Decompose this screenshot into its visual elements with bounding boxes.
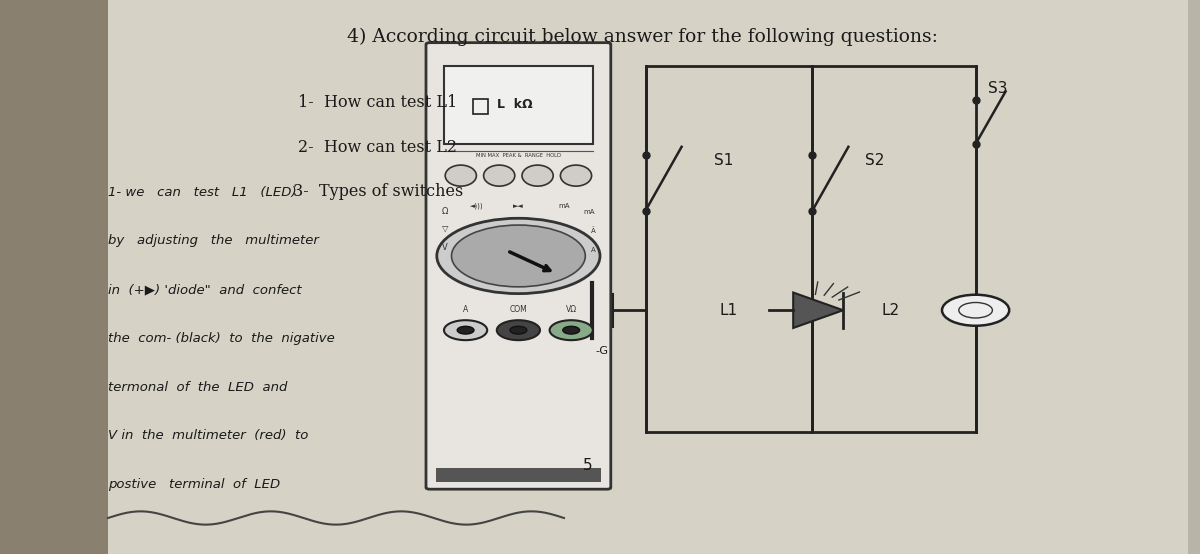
Circle shape — [563, 326, 580, 334]
Circle shape — [942, 295, 1009, 326]
Text: 2-  How can test L2: 2- How can test L2 — [299, 138, 457, 156]
Text: V in  the  multimeter  (red)  to: V in the multimeter (red) to — [108, 429, 308, 442]
Text: in  (+▶) 'diode"  and  confect: in (+▶) 'diode" and confect — [108, 283, 301, 296]
Text: S2: S2 — [865, 153, 884, 168]
Bar — [436, 468, 601, 482]
Text: S1: S1 — [714, 153, 733, 168]
Text: 1-  How can test L1: 1- How can test L1 — [299, 94, 457, 111]
FancyBboxPatch shape — [426, 43, 611, 489]
Circle shape — [451, 225, 586, 287]
Text: the  com- (black)  to  the  nigative: the com- (black) to the nigative — [108, 332, 335, 345]
Text: 4) According circuit below answer for the following questions:: 4) According circuit below answer for th… — [347, 28, 937, 46]
Bar — [444, 66, 593, 144]
Circle shape — [457, 326, 474, 334]
Ellipse shape — [560, 165, 592, 186]
Bar — [0, 0, 108, 554]
Bar — [646, 66, 976, 432]
Ellipse shape — [522, 165, 553, 186]
Circle shape — [550, 320, 593, 340]
Text: L2: L2 — [882, 302, 900, 318]
Text: ▽: ▽ — [442, 224, 448, 233]
Circle shape — [510, 326, 527, 334]
Text: V: V — [442, 243, 448, 252]
Circle shape — [444, 320, 487, 340]
Text: by   adjusting   the   multimeter: by adjusting the multimeter — [108, 234, 319, 247]
Text: ◄))): ◄))) — [469, 203, 484, 209]
Text: termonal  of  the  LED  and: termonal of the LED and — [108, 381, 287, 393]
Bar — [473, 99, 488, 114]
Text: A: A — [463, 305, 468, 314]
Text: S3: S3 — [988, 81, 1007, 96]
Text: L1: L1 — [720, 302, 738, 318]
Text: -G: -G — [596, 346, 608, 356]
Text: 1- we   can   test   L1   (LED): 1- we can test L1 (LED) — [108, 186, 296, 198]
Text: A: A — [590, 248, 595, 253]
Ellipse shape — [445, 165, 476, 186]
Text: VΩ: VΩ — [565, 305, 577, 314]
Polygon shape — [793, 293, 844, 328]
Text: Ω: Ω — [442, 207, 448, 216]
Text: postive   terminal  of  LED: postive terminal of LED — [108, 478, 281, 491]
Text: ►◄: ►◄ — [514, 203, 523, 209]
Circle shape — [497, 320, 540, 340]
Text: 5: 5 — [583, 458, 593, 473]
Ellipse shape — [484, 165, 515, 186]
Text: Ã: Ã — [590, 228, 595, 234]
Text: COM: COM — [510, 305, 527, 314]
Circle shape — [437, 218, 600, 294]
Text: MIN MAX  PEAK &  RANGE  HOLD: MIN MAX PEAK & RANGE HOLD — [476, 153, 560, 158]
Text: L  kΩ: L kΩ — [497, 98, 533, 111]
Text: mA: mA — [583, 209, 595, 214]
Text: 3-  Types of switches: 3- Types of switches — [293, 183, 463, 200]
Text: mA: mA — [558, 203, 570, 209]
